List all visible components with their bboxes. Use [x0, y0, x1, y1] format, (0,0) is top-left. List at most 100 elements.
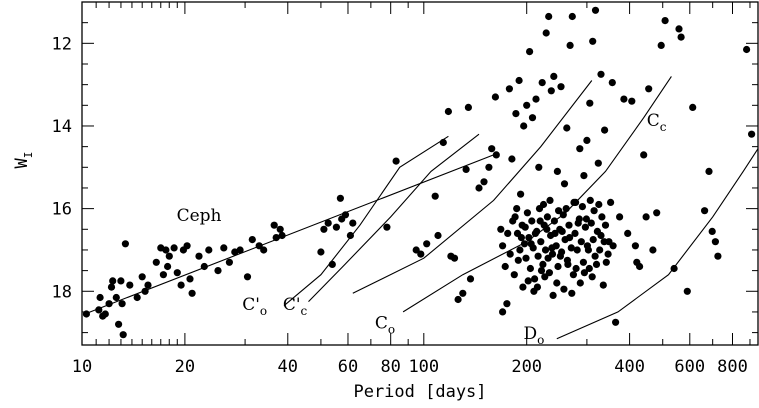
data-point [526, 48, 534, 56]
data-point [548, 244, 556, 252]
relation-label-main: C' [242, 295, 260, 315]
data-point [515, 76, 523, 85]
data-point [101, 310, 109, 318]
data-point [541, 273, 549, 281]
data-point [118, 300, 126, 308]
data-point [115, 320, 123, 328]
data-point [531, 275, 539, 283]
data-point [670, 264, 678, 273]
relation-label-sub: o [537, 333, 544, 347]
data-point [591, 6, 600, 14]
data-point [243, 273, 252, 281]
relation-label-main: C [375, 313, 388, 333]
data-point [545, 269, 554, 277]
data-point [576, 279, 584, 287]
relation-label: Cc [647, 111, 667, 134]
data-point [578, 203, 587, 211]
data-point [503, 300, 511, 308]
data-point [459, 289, 467, 297]
data-point [534, 252, 542, 260]
data-point [195, 252, 203, 260]
data-point [608, 79, 616, 87]
axis-ticks [81, 2, 758, 345]
data-point [550, 72, 558, 80]
data-point [598, 213, 606, 221]
data-point [336, 194, 344, 202]
data-point [584, 246, 593, 254]
data-point [173, 269, 181, 277]
data-point [278, 231, 286, 240]
relation-line [283, 135, 449, 307]
data-point [276, 225, 284, 233]
data-point [517, 234, 526, 242]
data-point [553, 167, 562, 175]
data-point [109, 277, 117, 285]
data-point [170, 244, 178, 252]
data-point [539, 200, 548, 209]
data-point [499, 308, 507, 316]
data-point [512, 110, 520, 118]
relation-line [308, 133, 480, 302]
data-point [532, 95, 540, 103]
data-point [126, 281, 134, 289]
data-point [536, 217, 544, 225]
data-point [612, 318, 620, 326]
data-point [517, 190, 525, 198]
data-point [412, 246, 420, 254]
data-point [349, 219, 357, 227]
data-point [596, 246, 604, 254]
data-point [516, 246, 524, 254]
data-point [423, 240, 431, 248]
data-point [236, 246, 244, 254]
data-point [526, 264, 535, 273]
relation-label-sub: o [260, 304, 267, 318]
data-point [543, 213, 552, 221]
data-point [248, 236, 256, 244]
data-point [569, 271, 578, 279]
data-point [553, 279, 561, 287]
data-point [549, 291, 557, 299]
data-point [657, 41, 665, 50]
data-point [583, 136, 591, 144]
data-point [537, 267, 546, 275]
relation-label-main: C [647, 111, 660, 131]
data-point [383, 223, 391, 231]
relation-label: Do [524, 324, 545, 347]
data-point [506, 250, 514, 258]
data-point [563, 124, 571, 132]
data-point [568, 289, 576, 297]
x-tick-label: 20 [175, 357, 195, 377]
data-point [683, 287, 691, 295]
data-point [586, 196, 594, 204]
data-point [121, 240, 129, 248]
y-axis-label: WI [12, 152, 35, 169]
data-point [616, 213, 624, 221]
data-point [562, 205, 570, 213]
data-point [328, 260, 336, 268]
y-axis-label-main: W [12, 157, 32, 168]
data-point [547, 87, 555, 95]
data-point [270, 221, 278, 229]
x-tick-label: 10 [72, 357, 92, 377]
data-point [332, 223, 340, 231]
y-tick-label: 16 [52, 200, 72, 220]
data-point [572, 264, 580, 273]
data-point [525, 234, 533, 242]
y-tick-label: 12 [52, 34, 72, 54]
data-point [633, 258, 641, 266]
data-point [119, 331, 127, 339]
data-point [609, 242, 617, 250]
data-point [601, 126, 609, 134]
data-point [528, 114, 537, 122]
data-point [585, 264, 593, 273]
x-tick-label: 200 [511, 357, 542, 377]
data-points [82, 6, 756, 339]
data-point [260, 246, 268, 254]
data-point [653, 209, 661, 217]
data-point [417, 250, 425, 258]
data-point [566, 234, 574, 242]
data-point [346, 231, 354, 240]
data-point [568, 12, 576, 21]
data-point [604, 250, 612, 258]
